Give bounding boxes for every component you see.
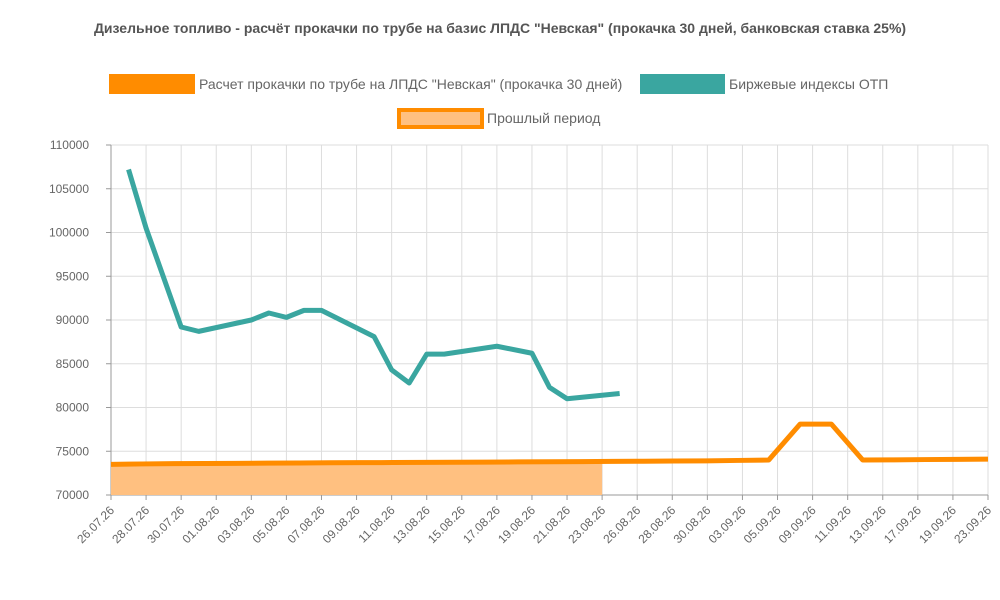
x-tick-label: 26.07.26 xyxy=(74,503,117,546)
series-exchange-index-line xyxy=(126,168,620,402)
y-tick-label: 90000 xyxy=(56,313,90,327)
y-tick-label: 110000 xyxy=(50,138,89,152)
x-tick-label: 03.09.26 xyxy=(706,503,749,546)
y-tick-label: 85000 xyxy=(56,357,90,371)
x-tick-label: 28.07.26 xyxy=(109,503,152,546)
y-axis-ticks: 110000 105000 100000 95000 90000 85000 80000 75… xyxy=(49,138,111,502)
x-tick-label: 30.07.26 xyxy=(144,503,187,546)
legend-label-pipeline: Расчет прокачки по трубе на ЛПДС "Невска… xyxy=(199,76,622,92)
y-tick-label: 100000 xyxy=(49,226,89,240)
x-tick-label: 28.08.26 xyxy=(635,503,678,546)
x-tick-label: 17.08.26 xyxy=(460,503,503,546)
legend-swatch-exchange xyxy=(640,74,725,94)
legend-swatch-previous xyxy=(397,108,484,129)
x-tick-label: 17.09.26 xyxy=(881,503,924,546)
x-tick-label: 23.08.26 xyxy=(565,503,608,546)
y-tick-label: 80000 xyxy=(56,401,90,415)
x-tick-label: 05.09.26 xyxy=(741,503,784,546)
x-tick-label: 15.08.26 xyxy=(425,503,468,546)
x-tick-label: 19.09.26 xyxy=(916,503,959,546)
x-tick-label: 09.09.26 xyxy=(776,503,819,546)
legend: Расчет прокачки по трубе на ЛПДС "Невска… xyxy=(109,74,888,129)
x-tick-label: 03.08.26 xyxy=(215,503,258,546)
y-tick-label: 70000 xyxy=(56,488,90,502)
x-tick-label: 13.08.26 xyxy=(390,503,433,546)
x-tick-label: 19.08.26 xyxy=(495,503,538,546)
x-tick-label: 01.08.26 xyxy=(179,503,222,546)
x-axis-ticks: 26.07.2628.07.2630.07.2601.08.2603.08.26… xyxy=(74,495,994,546)
x-tick-label: 05.08.26 xyxy=(250,503,293,546)
x-tick-label: 13.09.26 xyxy=(846,503,889,546)
series-previous-period-area xyxy=(111,461,603,495)
y-tick-label: 105000 xyxy=(49,182,89,196)
x-tick-label: 30.08.26 xyxy=(671,503,714,546)
x-tick-label: 26.08.26 xyxy=(600,503,643,546)
series-pipeline-line xyxy=(110,421,989,467)
x-tick-label: 09.08.26 xyxy=(320,503,363,546)
y-tick-label: 95000 xyxy=(56,269,90,283)
legend-label-exchange: Биржевые индексы ОТП xyxy=(729,76,888,92)
legend-label-previous: Прошлый период xyxy=(487,110,600,126)
x-tick-label: 23.09.26 xyxy=(951,503,994,546)
y-tick-label: 75000 xyxy=(56,444,90,458)
plot-area xyxy=(110,168,989,495)
x-tick-label: 21.08.26 xyxy=(530,503,573,546)
chart-title: Дизельное топливо - расчёт прокачки по т… xyxy=(94,20,906,36)
legend-swatch-pipeline xyxy=(109,74,195,94)
x-tick-label: 07.08.26 xyxy=(285,503,328,546)
